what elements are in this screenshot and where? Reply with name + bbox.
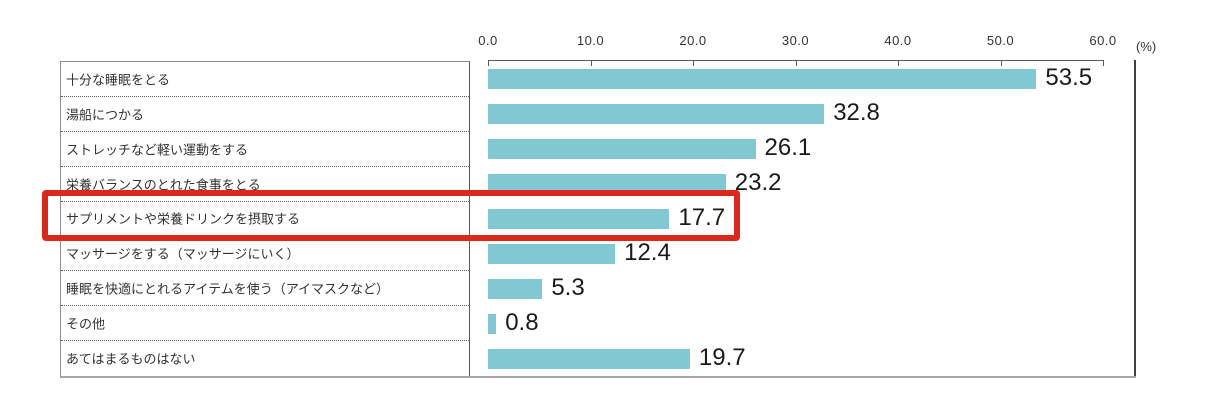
category-label: サプリメントや栄養ドリンクを摂取する bbox=[66, 211, 301, 227]
x-axis-tick-label: 10.0 bbox=[576, 33, 605, 48]
category-label-column: 十分な睡眠をとる 湯船につかるストレッチなど軽い運動をする 栄養バランスのとれた食事… bbox=[60, 61, 470, 377]
bar bbox=[488, 103, 825, 124]
category-label: その他 bbox=[66, 316, 106, 332]
x-axis-unit-label: (%) bbox=[1136, 39, 1157, 54]
category-row: 睡眠を快適にとれるアイテムを使う（アイマスクなど） bbox=[61, 271, 469, 307]
plot-area: 53.5 32.8 26.1 23.2 17.7 12.4 5.3 0.8 19.7 bbox=[488, 61, 1103, 377]
chart-right-border bbox=[1134, 60, 1136, 378]
category-label: 湯船につかる bbox=[66, 107, 145, 123]
category-row: 栄養バランスのとれた食事をとる bbox=[61, 167, 469, 202]
bar bbox=[488, 244, 616, 265]
bar-value-label: 5.3 bbox=[551, 274, 585, 302]
bar-value-label: 12.4 bbox=[624, 238, 671, 266]
category-label: あてはまるものはない bbox=[66, 351, 196, 367]
bar-value-label: 17.7 bbox=[678, 203, 726, 231]
x-axis-tick-mark bbox=[488, 60, 489, 66]
chart-bottom-border bbox=[60, 376, 1136, 378]
bar bbox=[488, 349, 690, 370]
bar bbox=[488, 138, 756, 159]
category-label: 栄養バランスのとれた食事をとる bbox=[66, 177, 261, 193]
category-label: 十分な睡眠をとる bbox=[66, 72, 171, 88]
x-axis-tick-mark bbox=[693, 60, 694, 66]
x-axis-tick-mark bbox=[1103, 60, 1104, 66]
x-axis-tick-label: 30.0 bbox=[781, 33, 810, 48]
category-row: 湯船につかる bbox=[61, 97, 469, 132]
x-axis-tick-label: 0.0 bbox=[478, 33, 498, 48]
x-axis-tick-label: 60.0 bbox=[1089, 33, 1117, 48]
bar-value-label: 26.1 bbox=[764, 133, 812, 161]
x-axis-tick-label: 50.0 bbox=[986, 33, 1015, 48]
category-row: サプリメントや栄養ドリンクを摂取する bbox=[61, 202, 469, 237]
bar-value-label: 0.8 bbox=[505, 309, 539, 337]
bar-value-label: 53.5 bbox=[1045, 63, 1093, 91]
category-row: マッサージをする（マッサージにいく） bbox=[61, 236, 469, 272]
category-row: その他 bbox=[61, 306, 469, 341]
bar-value-label: 19.7 bbox=[698, 344, 746, 372]
bar-value-label: 23.2 bbox=[734, 168, 782, 196]
bar-value-label: 32.8 bbox=[833, 98, 880, 126]
x-axis-tick-mark bbox=[1000, 60, 1002, 66]
category-row: ストレッチなど軽い運動をする bbox=[61, 132, 469, 167]
bar bbox=[488, 209, 670, 229]
category-label: ストレッチなど軽い運動をする bbox=[66, 142, 249, 158]
x-axis-tick-label: 40.0 bbox=[884, 33, 912, 48]
x-axis-tick-mark bbox=[590, 60, 592, 66]
bar bbox=[488, 314, 497, 335]
category-label: マッサージをする（マッサージにいく） bbox=[66, 246, 300, 262]
x-axis-tick-label: 20.0 bbox=[679, 33, 707, 48]
category-row: 十分な睡眠をとる bbox=[61, 62, 469, 97]
bar bbox=[488, 173, 726, 194]
x-axis-tick-mark bbox=[795, 60, 797, 66]
category-label: 睡眠を快適にとれるアイテムを使う（アイマスクなど） bbox=[66, 281, 390, 297]
bar bbox=[488, 68, 1037, 89]
x-axis-tick-mark bbox=[898, 60, 899, 66]
category-row: あてはまるものはない bbox=[61, 341, 469, 376]
bar bbox=[488, 279, 543, 300]
